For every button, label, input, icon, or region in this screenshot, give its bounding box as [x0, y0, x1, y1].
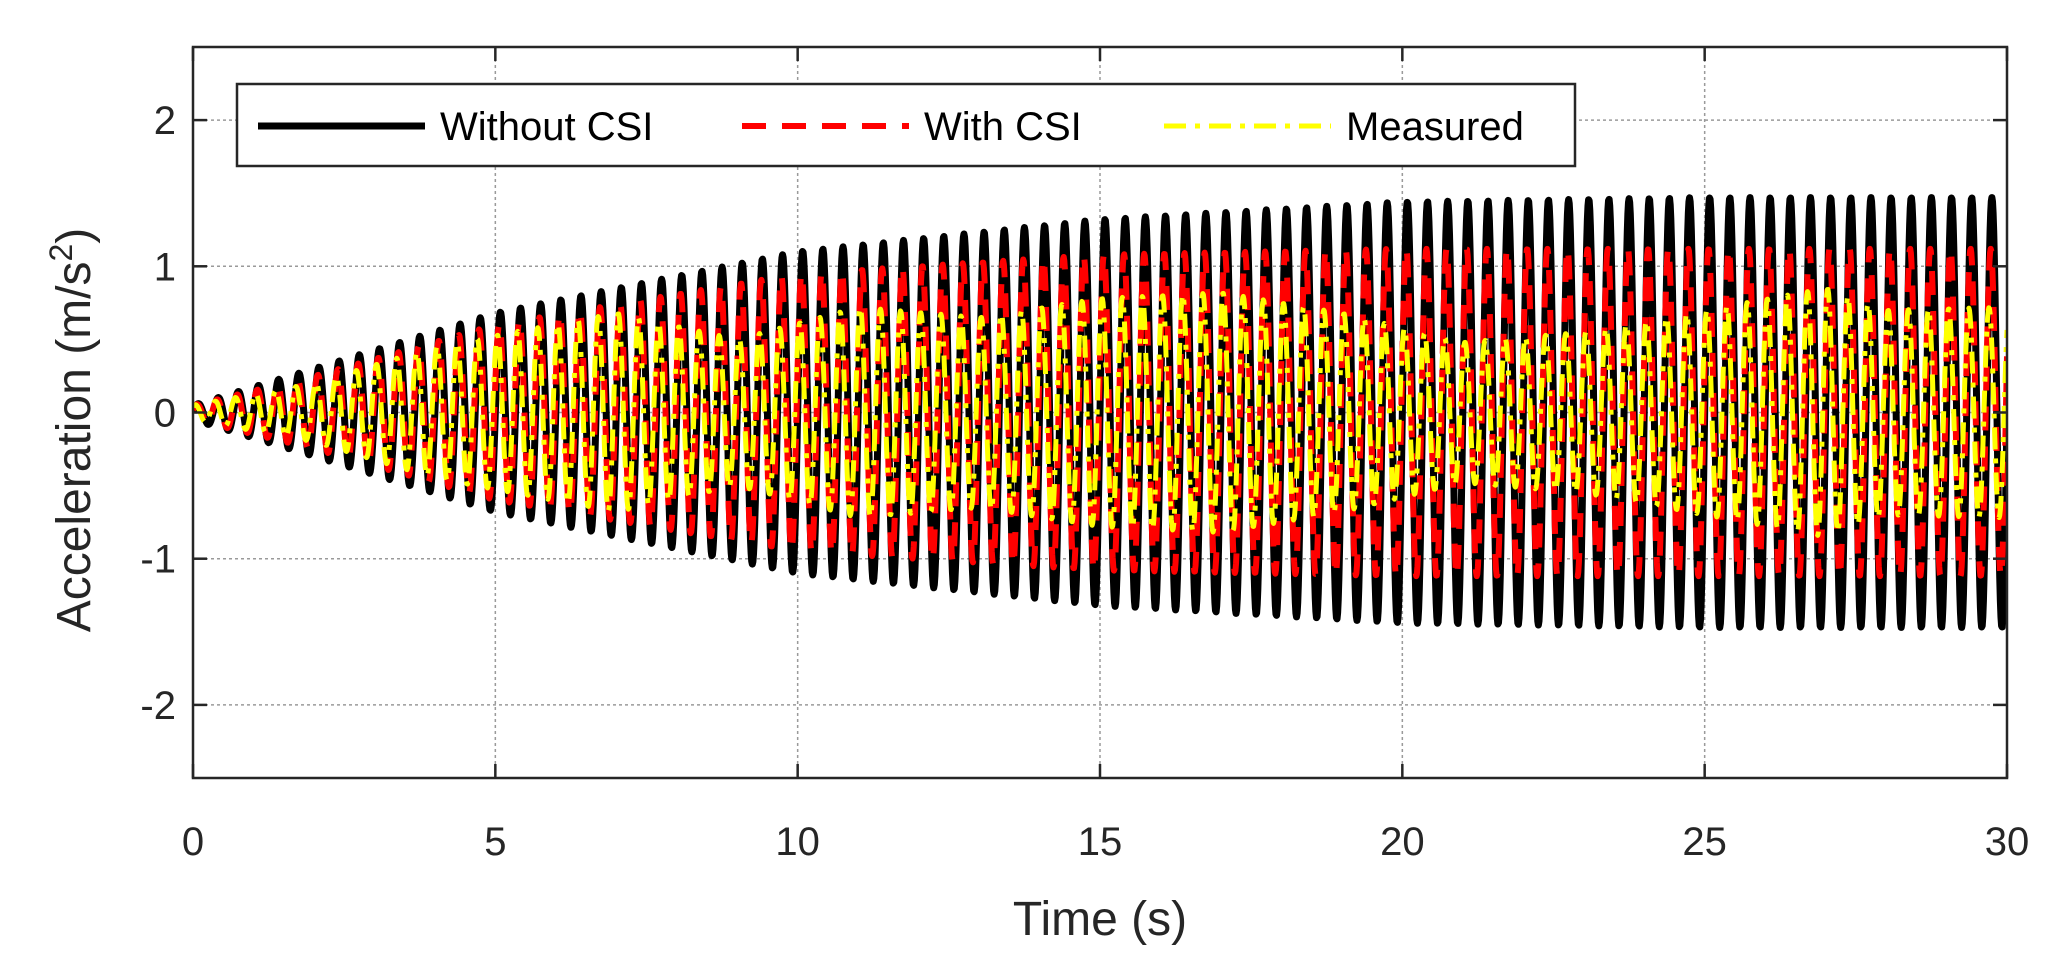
y-axis-title-close: ) — [48, 228, 101, 244]
legend-label-measured: Measured — [1346, 105, 1524, 149]
x-tick-label: 0 — [182, 820, 204, 864]
series-layer — [193, 194, 2007, 631]
x-tick-label: 20 — [1380, 820, 1425, 864]
x-tick-label: 30 — [1985, 820, 2030, 864]
y-tick-label: -1 — [140, 538, 176, 582]
series-line-with-csi — [193, 245, 2007, 580]
x-tick-label: 25 — [1682, 820, 1727, 864]
y-axis-title: Acceleration (m/s2) — [43, 228, 101, 633]
ticks: 0 5 10 15 20 25 30 -2 -1 0 1 2 — [140, 47, 2029, 864]
x-tick-label: 15 — [1078, 820, 1123, 864]
y-axis-title-main: Acceleration (m/s — [48, 262, 101, 633]
y-tick-label: 0 — [154, 392, 176, 436]
legend-label-without-csi: Without CSI — [440, 105, 653, 149]
y-tick-label: 1 — [154, 245, 176, 289]
legend-label-with-csi: With CSI — [924, 105, 1082, 149]
x-tick-label: 5 — [484, 820, 506, 864]
y-tick-label: 2 — [154, 99, 176, 143]
series-line-measured — [193, 287, 2007, 538]
x-axis-title: Time (s) — [1013, 893, 1187, 946]
x-tick-label: 10 — [775, 820, 820, 864]
legend: Without CSI With CSI Measured — [235, 82, 1577, 168]
y-tick-label: -2 — [140, 684, 176, 728]
y-axis-title-superscript: 2 — [43, 244, 79, 262]
